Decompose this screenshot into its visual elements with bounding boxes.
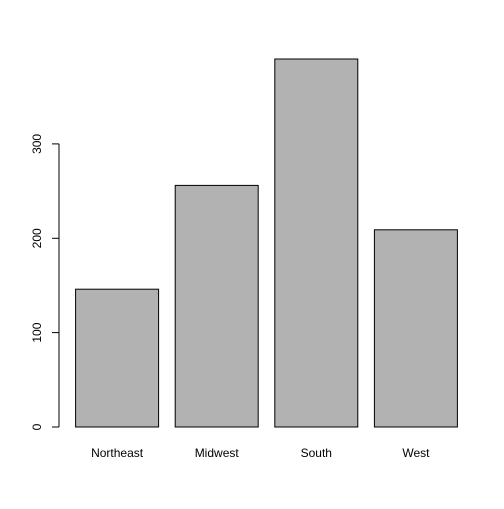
x-tick-label: Midwest [195, 446, 240, 460]
x-tick-label: Northeast [91, 446, 144, 460]
y-tick-label: 100 [30, 322, 44, 342]
bar-west [373, 229, 458, 428]
x-tick-label: West [402, 446, 430, 460]
y-axis: 0 100 200 300 [30, 134, 60, 430]
y-tick-label: 200 [30, 228, 44, 248]
bar-midwest [174, 184, 259, 428]
x-axis-labels: Northeast Midwest South West [91, 446, 430, 460]
bars-group [75, 58, 458, 428]
bar-northeast [75, 288, 160, 428]
y-tick-label: 0 [30, 423, 44, 430]
x-tick-label: South [301, 446, 332, 460]
y-tick-label: 300 [30, 134, 44, 154]
bar-south [274, 58, 359, 428]
